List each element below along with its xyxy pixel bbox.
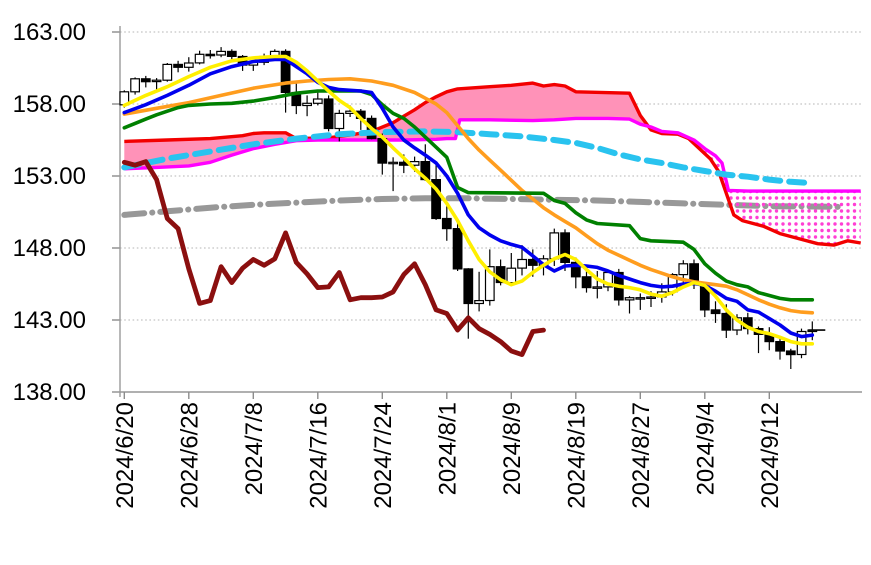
x-tick-label: 2024/8/9: [499, 402, 526, 495]
x-tick-label: 2024/6/20: [112, 402, 139, 509]
series-ma-long-cyan-line: [121, 128, 816, 187]
candle-body-2024/8/2: [452, 228, 463, 270]
series-ma-5-yellow-line: [122, 54, 815, 346]
senkou-span-b-line: [124, 116, 861, 193]
candle-body-2024/7/4: [226, 50, 237, 58]
candle-body-2024/7/25: [388, 161, 398, 165]
series-kijun-green-line: [122, 89, 815, 302]
candle-body-2024/9/13: [775, 341, 785, 352]
candle-body-2024/9/2: [678, 263, 689, 276]
candle-body-2024/7/16: [312, 98, 323, 104]
y-tick-label: 163.00: [13, 19, 86, 46]
candle-body-2024/9/16: [785, 350, 796, 356]
plot-region: [119, 47, 861, 369]
candle-body-2024/6/26: [162, 63, 173, 81]
series-chikou-darkred-line: [121, 159, 546, 357]
candle-body-2024/8/19: [570, 261, 581, 278]
candle-body-2024/8/21: [592, 286, 603, 289]
cloud-bearish-fill: [649, 127, 861, 246]
candle-body-2024/8/15: [549, 232, 560, 260]
x-tick-label: 2024/8/27: [628, 402, 655, 509]
candle-body-2024/7/2: [205, 53, 216, 57]
y-tick-label: 153.00: [13, 163, 86, 190]
candle-body-2024/8/13: [527, 258, 538, 266]
candle-body-2024/8/1: [441, 217, 452, 230]
candle-body-2024/6/21: [130, 78, 141, 93]
candle-body-2024/7/1: [194, 53, 205, 64]
x-tick-label: 2024/7/24: [370, 402, 397, 509]
candle-body-2024/8/27: [635, 297, 646, 300]
candle-body-2024/7/15: [302, 102, 312, 107]
candle-body-2024/9/5: [710, 309, 721, 315]
candle-body-2024/8/12: [517, 258, 527, 269]
x-tick-label: 2024/9/4: [692, 402, 719, 495]
y-tick-label: 148.00: [13, 235, 86, 262]
x-tick-label: 2024/6/28: [176, 402, 203, 509]
candle-body-2024/7/17: [323, 98, 334, 130]
series-ma-20-orange-line: [122, 77, 815, 315]
x-tick-label: 2024/9/12: [757, 402, 784, 509]
x-tick-label: 2024/8/19: [563, 402, 590, 509]
axis-labels: 163.00 158.00 153.00 148.00 143.00 138.00 2024…: [13, 19, 784, 509]
candle-body-2024/8/26: [624, 297, 635, 301]
candle-body-2024/8/7: [484, 266, 495, 302]
candle-body-2024/9/6: [721, 312, 732, 331]
series-ma-200-gray: [121, 195, 848, 218]
candle-body-2024/8/5: [463, 268, 474, 305]
candle-body-2024/6/28: [183, 62, 194, 68]
x-tick-label: 2024/7/16: [305, 402, 332, 509]
candle-body-2024/7/31: [431, 179, 441, 220]
candle-body-2024/7/3: [216, 50, 227, 56]
gridlines: [112, 26, 862, 399]
candle-body-2024/6/24: [140, 78, 151, 83]
candle-body-2024/6/27: [173, 63, 184, 68]
x-tick-label: 2024/8/1: [434, 402, 461, 495]
x-tick-label: 2024/7/8: [241, 402, 268, 495]
candle-body-2024/8/28: [646, 296, 656, 299]
series-tenkan-blue-line: [122, 57, 815, 339]
candle-body-2024/8/6: [474, 300, 484, 305]
candle-body-2024/7/18: [334, 112, 345, 130]
candle-body-2024/8/20: [581, 276, 592, 289]
y-tick-label: 143.00: [13, 307, 86, 334]
candle-body-2024/8/9: [506, 267, 517, 284]
candle-body-2024/8/16: [560, 232, 570, 263]
y-tick-label: 138.00: [13, 379, 86, 406]
candle-body-2024/7/11: [280, 50, 291, 94]
candle-body-2024/6/25: [151, 79, 162, 83]
y-tick-label: 158.00: [13, 91, 86, 118]
